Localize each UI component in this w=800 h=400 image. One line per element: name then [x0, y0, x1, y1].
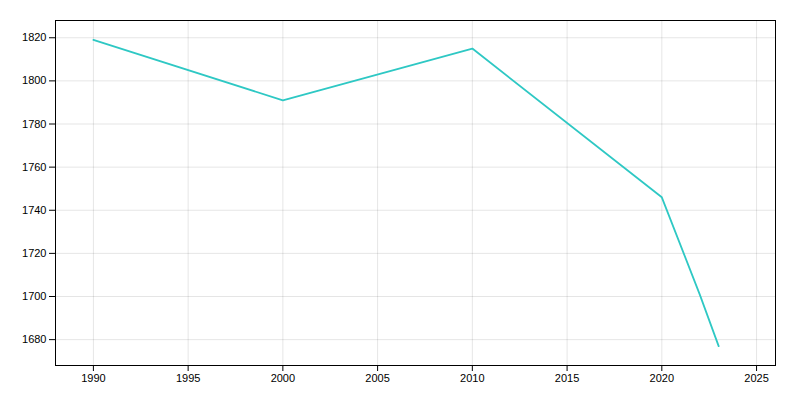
- svg-text:1990: 1990: [81, 372, 105, 384]
- svg-text:1780: 1780: [22, 118, 46, 130]
- svg-text:2025: 2025: [744, 372, 768, 384]
- svg-text:1720: 1720: [22, 247, 46, 259]
- svg-text:2020: 2020: [650, 372, 674, 384]
- svg-text:1700: 1700: [22, 290, 46, 302]
- svg-text:2015: 2015: [555, 372, 579, 384]
- svg-text:1995: 1995: [176, 372, 200, 384]
- svg-text:2000: 2000: [271, 372, 295, 384]
- svg-text:1760: 1760: [22, 161, 46, 173]
- svg-text:2010: 2010: [460, 372, 484, 384]
- svg-text:1800: 1800: [22, 74, 46, 86]
- svg-text:1820: 1820: [22, 31, 46, 43]
- svg-text:2005: 2005: [365, 372, 389, 384]
- svg-text:1740: 1740: [22, 204, 46, 216]
- svg-text:1680: 1680: [22, 333, 46, 345]
